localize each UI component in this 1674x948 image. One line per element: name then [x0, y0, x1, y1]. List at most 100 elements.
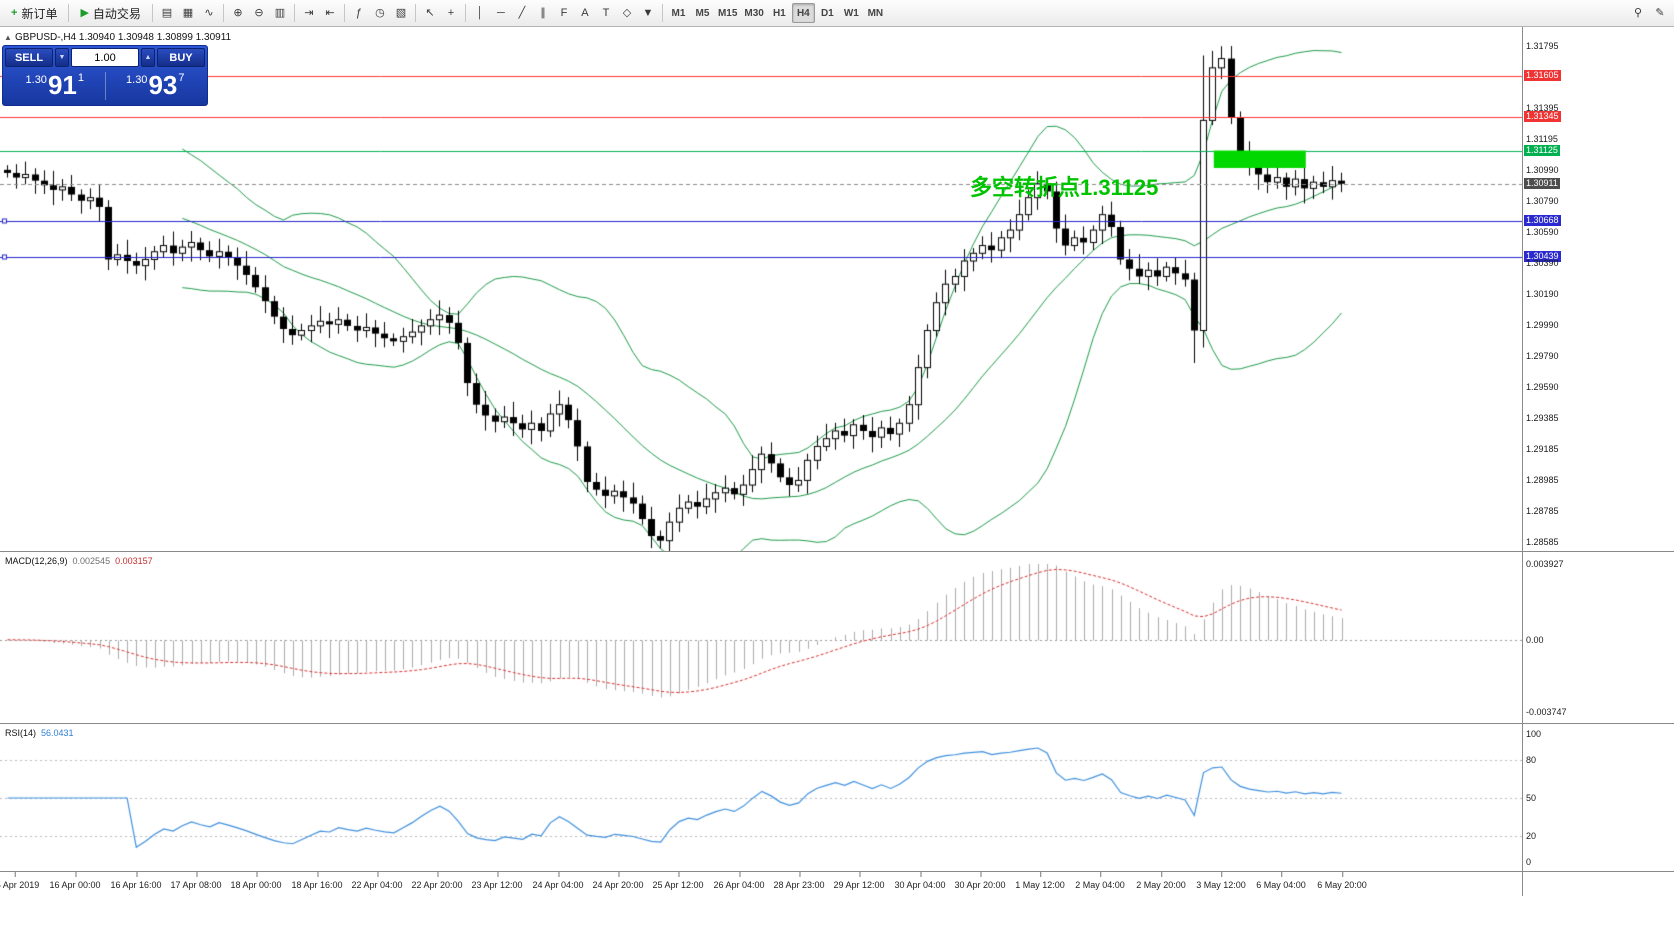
- new-order-button[interactable]: + 新订单: [4, 3, 64, 23]
- auto-trading-label: 自动交易: [92, 6, 141, 21]
- auto-trading-icon: ▶: [80, 6, 89, 19]
- macd-scale[interactable]: 0.003927 0.00 -0.003747: [1522, 552, 1674, 723]
- time-axis-label: 24 Apr 04:00: [532, 872, 584, 890]
- periods-button[interactable]: ◷: [370, 3, 390, 23]
- rsi-scale[interactable]: 100 80 50 20 0: [1522, 724, 1674, 871]
- time-axis-label: 23 Apr 12:00: [471, 872, 523, 890]
- timeframe-h4[interactable]: H4: [791, 3, 815, 23]
- time-axis-label: 3 May 12:00: [1196, 872, 1246, 890]
- rsi-panel: RSI(14) 56.0431 100 80 50 20 0: [0, 724, 1674, 872]
- macd-scale-label: -0.003747: [1526, 707, 1567, 717]
- templates-button[interactable]: ▧: [391, 3, 411, 23]
- bar-chart-button[interactable]: ▤: [157, 3, 177, 23]
- toolbar-right: ⚲ ✎: [1628, 3, 1670, 23]
- toolbar: + 新订单 ▶ 自动交易 ▤ ▦ ∿ ⊕ ⊖ ▥ ⇥ ⇤ ƒ ◷ ▧ ↖ + │ ─ ╱ ∥ F A T ◇ ▼ M1 M5 M15 M3…: [0, 0, 1674, 27]
- timeframe-h1-label: H1: [772, 7, 786, 19]
- toolbar-separator: [222, 4, 224, 22]
- fibonacci-icon: F: [560, 6, 568, 19]
- arrow-up-icon: ▲: [4, 33, 12, 42]
- time-axis-label: 28 Apr 23:00: [773, 872, 825, 890]
- rsi-scale-label: 0: [1526, 857, 1532, 867]
- horizontal-line-button[interactable]: ─: [491, 3, 511, 23]
- timeframe-m1[interactable]: M1: [667, 3, 690, 23]
- timeframe-m5[interactable]: M5: [691, 3, 714, 23]
- toolbar-groups: + 新订单 ▶ 自动交易 ▤ ▦ ∿ ⊕ ⊖ ▥ ⇥ ⇤ ƒ ◷ ▧ ↖ + │ ─ ╱ ∥ F A T ◇ ▼ M1 M5 M15 M3…: [4, 3, 887, 23]
- price-scale-label: 1.28985: [1526, 475, 1559, 485]
- arrows-button[interactable]: ▼: [638, 3, 658, 23]
- auto-scroll-button[interactable]: ⇥: [299, 3, 319, 23]
- price-level-badge-red: 1.31345: [1524, 111, 1561, 122]
- price-scale[interactable]: 1.31795 1.31605 1.31395 1.31345 1.31195 1.311…: [1522, 27, 1674, 551]
- rsi-value: 56.0431: [41, 728, 74, 738]
- rsi-scale-label: 100: [1526, 729, 1542, 739]
- macd-label: MACD(12,26,9) 0.002545 0.003157: [5, 556, 158, 566]
- bid-pipette: 1: [77, 72, 84, 84]
- timeframe-mn[interactable]: MN: [864, 3, 887, 23]
- buy-price[interactable]: 1.30 93 7: [106, 69, 206, 103]
- periods-icon: ◷: [375, 6, 385, 19]
- vertical-line-button[interactable]: │: [470, 3, 490, 23]
- line-chart-button[interactable]: ∿: [199, 3, 219, 23]
- volume-increase-button[interactable]: ▲: [141, 48, 155, 67]
- text-label-button[interactable]: T: [596, 3, 616, 23]
- time-axis-label: 6 May 04:00: [1256, 872, 1306, 890]
- price-scale-label: 1.28585: [1526, 537, 1559, 547]
- candlestick-chart-button[interactable]: ▦: [178, 3, 198, 23]
- price-divider: [104, 72, 106, 100]
- rsi-canvas[interactable]: [0, 724, 1522, 871]
- timeframe-h1[interactable]: H1: [768, 3, 791, 23]
- price-scale-label: 1.29790: [1526, 351, 1559, 361]
- quick-edit-button[interactable]: ✎: [1650, 3, 1670, 23]
- macd-scale-label: 0.00: [1526, 635, 1544, 645]
- indicators-button[interactable]: ƒ: [349, 3, 369, 23]
- sell-price[interactable]: 1.30 91 1: [5, 69, 105, 103]
- auto-trading-button[interactable]: ▶ 自动交易: [73, 3, 147, 23]
- line-chart-icon: ∿: [204, 6, 214, 19]
- price-scale-label: 1.31395: [1526, 103, 1559, 113]
- fibonacci-button[interactable]: F: [554, 3, 574, 23]
- time-axis-label: 16 Apr 16:00: [110, 872, 162, 890]
- sell-button[interactable]: SELL: [5, 48, 53, 67]
- timeframe-w1[interactable]: W1: [840, 3, 863, 23]
- crosshair-icon: +: [447, 6, 455, 19]
- tile-windows-button[interactable]: ▥: [270, 3, 290, 23]
- price-scale-label: 1.31195: [1526, 134, 1558, 144]
- price-scale-label: 1.29385: [1526, 413, 1559, 423]
- volume-input[interactable]: [71, 48, 139, 67]
- timeframe-m1-label: M1: [671, 7, 686, 19]
- bid-big-digits: 91: [47, 70, 77, 100]
- time-axis-label: 17 Apr 08:00: [170, 872, 222, 890]
- ask-pipette: 7: [178, 72, 185, 84]
- price-scale-label: 1.29990: [1526, 320, 1559, 330]
- search-button[interactable]: ⚲: [1628, 3, 1648, 23]
- crosshair-button[interactable]: +: [441, 3, 461, 23]
- toolbar-separator: [464, 4, 466, 22]
- price-scale-label: 1.30390: [1526, 258, 1559, 268]
- timeframe-m30[interactable]: M30: [741, 3, 766, 23]
- timeframe-w1-label: W1: [843, 7, 859, 19]
- rsi-scale-label: 80: [1526, 755, 1537, 765]
- volume-decrease-button[interactable]: ▼: [55, 48, 69, 67]
- macd-canvas[interactable]: [0, 552, 1522, 723]
- timeframe-d1-label: D1: [820, 7, 834, 19]
- trendline-button[interactable]: ╱: [512, 3, 532, 23]
- timeframe-d1[interactable]: D1: [816, 3, 839, 23]
- timeframe-m15[interactable]: M15: [715, 3, 740, 23]
- cursor-button[interactable]: ↖: [420, 3, 440, 23]
- shapes-button[interactable]: ◇: [617, 3, 637, 23]
- shapes-icon: ◇: [622, 6, 632, 19]
- zoom-in-button[interactable]: ⊕: [228, 3, 248, 23]
- price-scale-label: 1.29185: [1526, 444, 1559, 454]
- buy-button[interactable]: BUY: [157, 48, 205, 67]
- time-axis-label: 6 May 20:00: [1317, 872, 1367, 890]
- time-axis[interactable]: 15 Apr 2019 16 Apr 00:00 16 Apr 16:00 17 Ap…: [0, 872, 1674, 896]
- equidistant-channel-button[interactable]: ∥: [533, 3, 553, 23]
- zoom-out-button[interactable]: ⊖: [249, 3, 269, 23]
- chart-shift-button[interactable]: ⇤: [320, 3, 340, 23]
- search-icon: ⚲: [1633, 6, 1643, 19]
- text-button[interactable]: A: [575, 3, 595, 23]
- time-axis-label: 18 Apr 00:00: [230, 872, 282, 890]
- trendline-icon: ╱: [518, 6, 526, 19]
- main-chart-canvas[interactable]: [0, 27, 1522, 551]
